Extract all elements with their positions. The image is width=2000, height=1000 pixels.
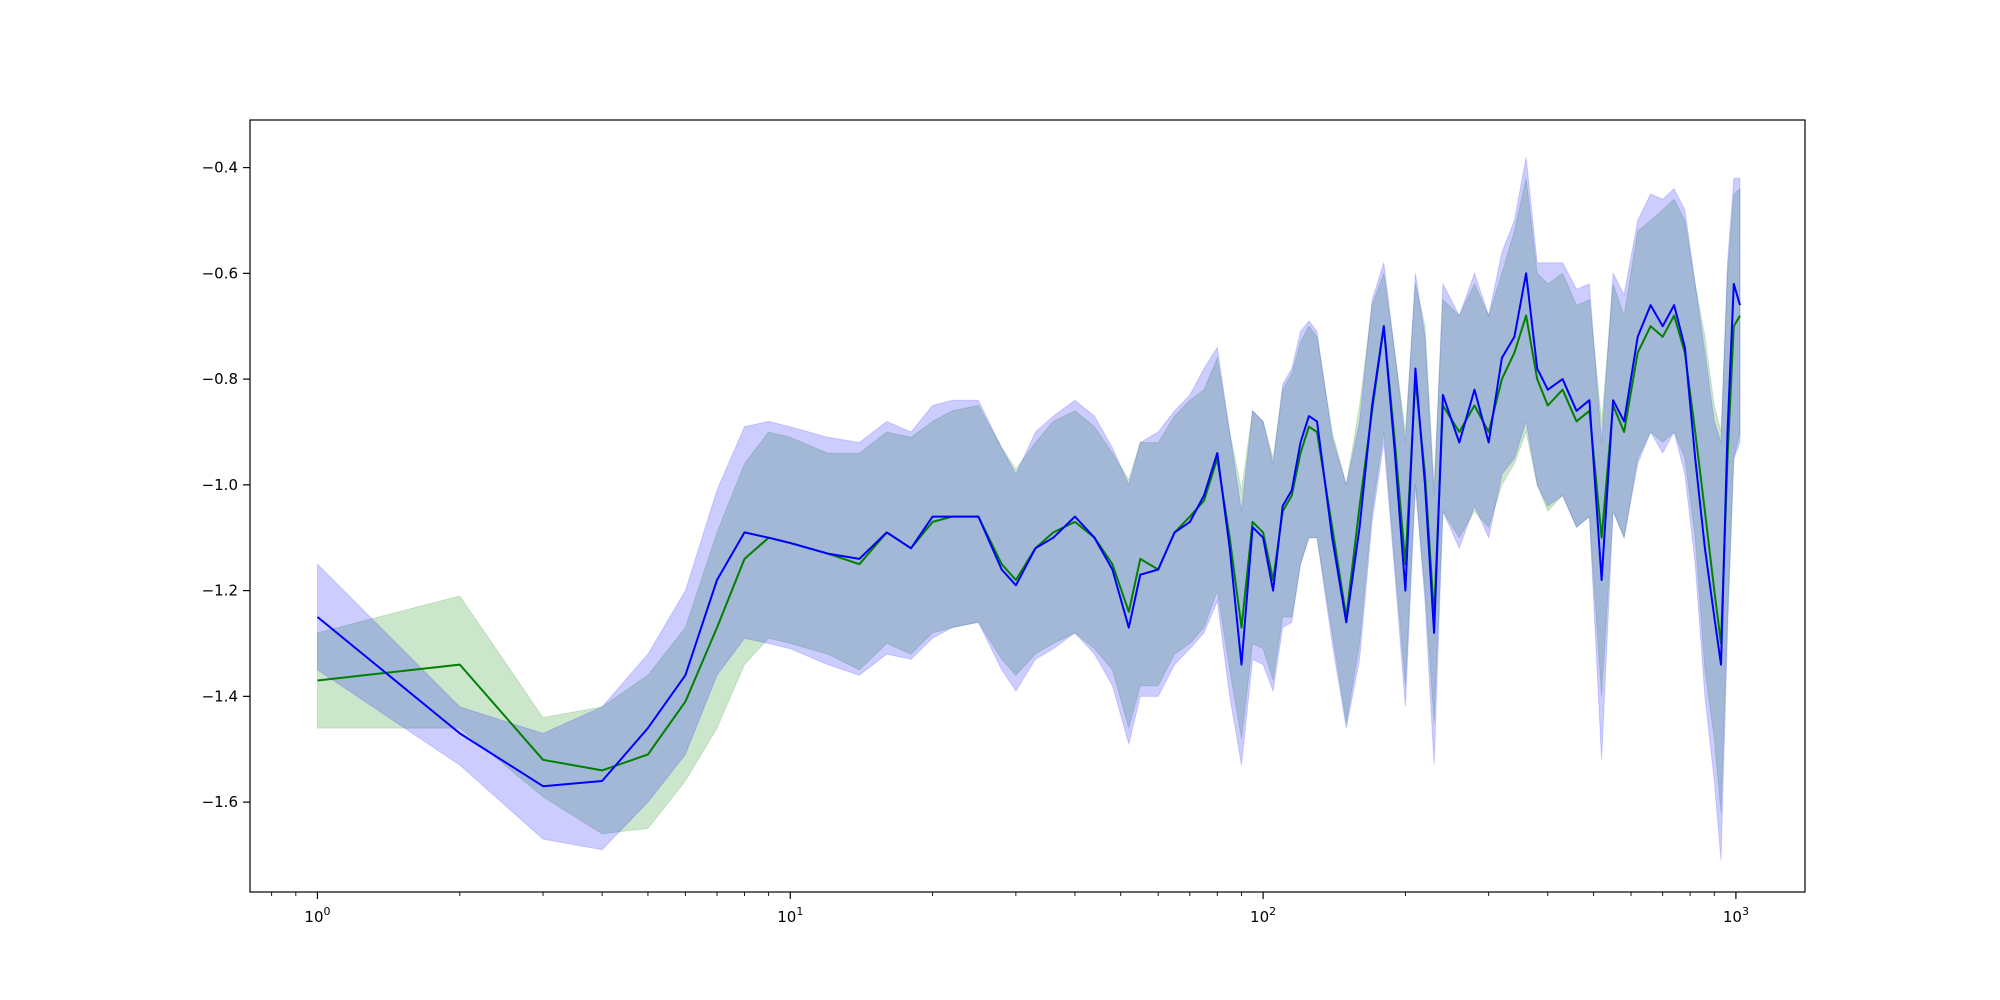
y-axis: −1.6 −1.4 −1.2 −1.0 −0.8 −0.6 −0.4 xyxy=(202,159,250,811)
series-2-band xyxy=(317,156,1741,861)
x-tick-label: 103 xyxy=(1723,905,1749,926)
y-tick-label: −1.2 xyxy=(202,582,238,600)
y-tick-label: −1.4 xyxy=(202,687,238,705)
series-2-line xyxy=(316,272,1741,788)
lines-layer xyxy=(316,272,1741,788)
x-axis: 100 101 102 103 xyxy=(271,892,1749,926)
x-tick-label: 101 xyxy=(777,905,803,926)
x-tick-label: 100 xyxy=(304,905,330,926)
y-tick-label: −0.4 xyxy=(202,159,238,177)
plot-area xyxy=(316,156,1741,861)
y-tick-label: −1.6 xyxy=(202,793,238,811)
axes-frame xyxy=(249,119,1806,893)
y-tick-label: −0.6 xyxy=(202,264,238,282)
x-tick-label: 102 xyxy=(1250,905,1276,926)
y-tick-label: −0.8 xyxy=(202,370,238,388)
y-tick-label: −1.0 xyxy=(202,476,238,494)
bands-layer xyxy=(317,156,1741,861)
